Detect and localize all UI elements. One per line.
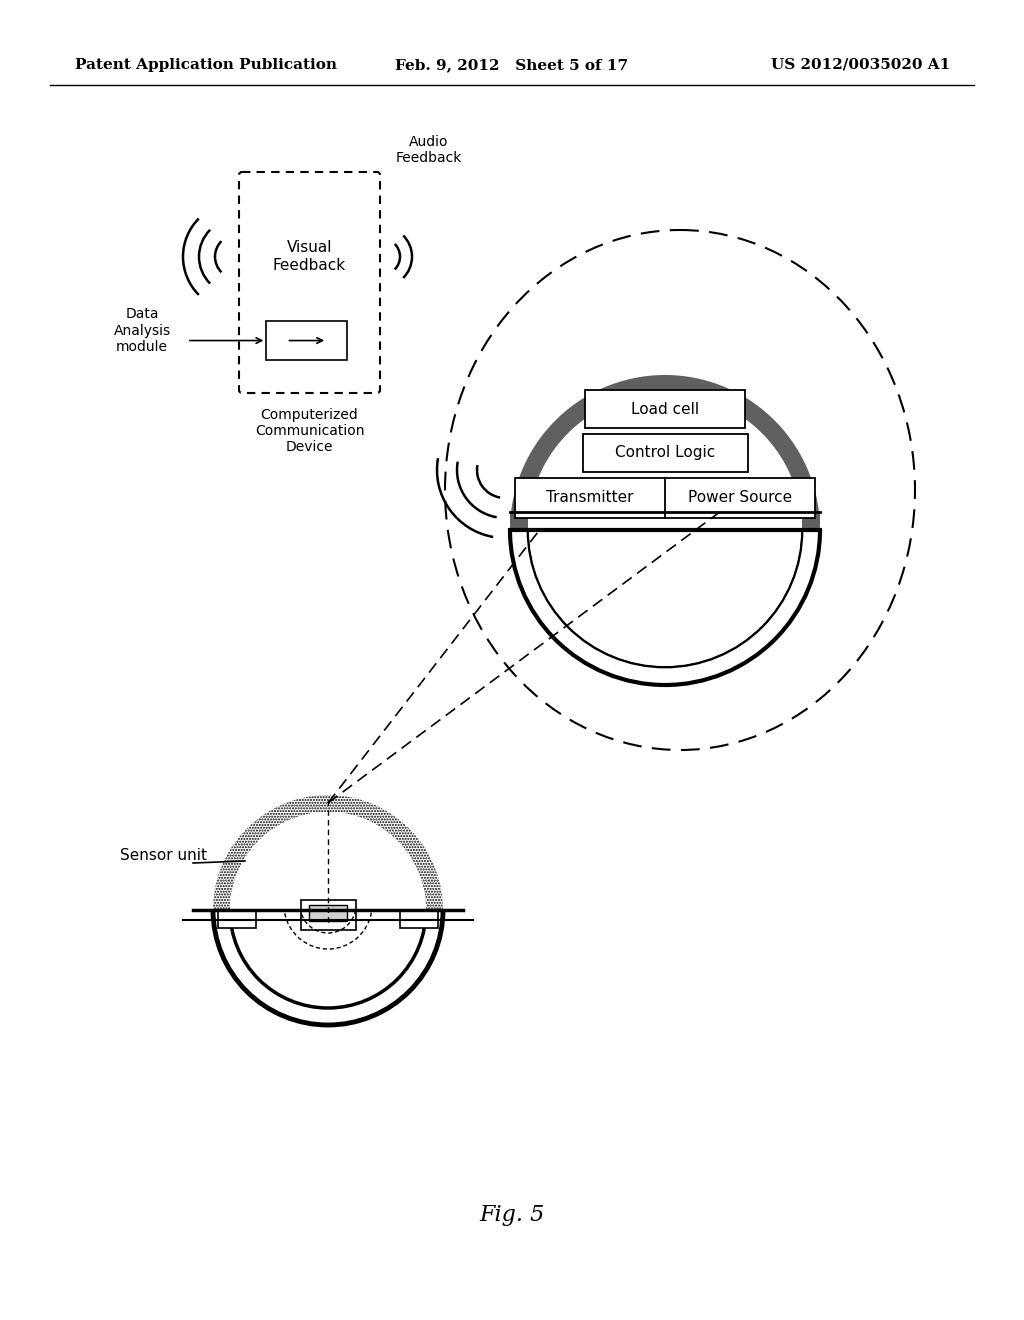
Bar (515, 478, 815, 517)
Bar (583, 434, 748, 473)
Bar (309, 906, 347, 921)
Text: Load cell: Load cell (631, 401, 699, 417)
Text: Feb. 9, 2012   Sheet 5 of 17: Feb. 9, 2012 Sheet 5 of 17 (395, 58, 629, 73)
Text: Fig. 5: Fig. 5 (479, 1204, 545, 1226)
Bar (510, 512, 820, 531)
Text: US 2012/0035020 A1: US 2012/0035020 A1 (771, 58, 950, 73)
Text: Computerized
Communication
Device: Computerized Communication Device (255, 408, 365, 454)
Text: Sensor unit: Sensor unit (120, 847, 207, 862)
Text: Power Source: Power Source (688, 491, 792, 506)
Text: Transmitter: Transmitter (546, 491, 634, 506)
Wedge shape (529, 531, 801, 667)
Bar (400, 909, 438, 928)
Bar (266, 321, 347, 360)
Polygon shape (230, 812, 426, 909)
Polygon shape (213, 795, 443, 909)
Text: Audio
Feedback: Audio Feedback (396, 135, 462, 165)
FancyBboxPatch shape (239, 172, 380, 393)
Bar (300, 900, 355, 931)
Bar (528, 512, 802, 531)
Bar (585, 389, 745, 428)
Text: Patent Application Publication: Patent Application Publication (75, 58, 337, 73)
Text: Data
Analysis
module: Data Analysis module (114, 308, 171, 354)
Text: Control Logic: Control Logic (614, 446, 715, 461)
Text: Visual
Feedback: Visual Feedback (273, 240, 346, 273)
Bar (218, 909, 256, 928)
Polygon shape (510, 375, 820, 531)
